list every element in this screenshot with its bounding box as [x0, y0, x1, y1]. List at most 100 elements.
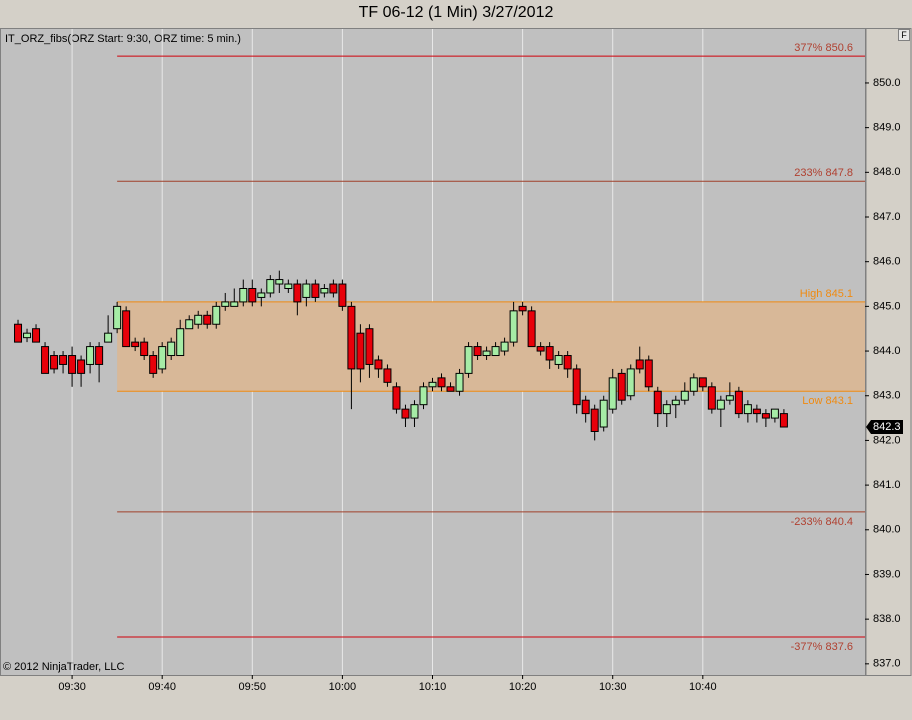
candle-body [464, 346, 473, 374]
level-label: High 845.1 [800, 288, 853, 300]
candle-body [779, 413, 788, 428]
candle-body [257, 292, 266, 298]
candle-body [95, 346, 104, 365]
candle-body [761, 413, 770, 419]
candle-body [23, 332, 32, 339]
y-tick-label: 840.0 [873, 524, 901, 536]
y-tick-label: 850.0 [873, 77, 901, 89]
candle-body [32, 328, 41, 343]
candle-body [590, 408, 599, 432]
candle-body [347, 305, 356, 370]
candle-body [491, 346, 500, 357]
y-tick-label: 837.0 [873, 658, 901, 670]
y-tick-label: 839.0 [873, 568, 901, 580]
candle-body [599, 399, 608, 428]
candle-body [185, 319, 194, 330]
candle-body [635, 359, 644, 370]
candle-body [239, 287, 248, 303]
candle-body [59, 355, 68, 365]
candle-body [401, 408, 410, 419]
candle-body [311, 283, 320, 298]
level-label: -233% 840.4 [791, 516, 853, 528]
chart-title: TF 06-12 (1 Min) 3/27/2012 [359, 4, 554, 21]
candle-body [383, 368, 392, 383]
candle-body [743, 404, 752, 415]
candle-body [410, 404, 419, 419]
candle-body [158, 346, 167, 370]
x-tick-label: 10:20 [509, 681, 537, 693]
candle-body [41, 346, 50, 374]
candle-body [455, 372, 464, 392]
panel-button[interactable] [898, 29, 910, 41]
candle-body [86, 346, 95, 365]
candle-body [230, 301, 239, 307]
candle-body [428, 381, 437, 388]
candle-body [698, 377, 707, 388]
y-tick-label: 842.0 [873, 434, 901, 446]
candle-body [482, 350, 491, 357]
candle-body [500, 341, 509, 352]
x-tick-label: 09:30 [58, 681, 86, 693]
x-tick-label: 10:00 [329, 681, 357, 693]
level-label: 377% 850.6 [794, 42, 853, 54]
candle-body [626, 368, 635, 397]
candle-body [302, 283, 311, 298]
candle-body [122, 310, 131, 348]
candle-body [725, 395, 734, 401]
candle-body [266, 279, 275, 294]
candle-body [212, 305, 221, 325]
y-tick-label: 848.0 [873, 166, 901, 178]
y-tick-label: 845.0 [873, 300, 901, 312]
candle-body [365, 328, 374, 365]
candle-body [392, 386, 401, 410]
indicator-label: IT_ORZ_fibs(ORZ Start: 9:30, ORZ time: 5… [5, 33, 241, 45]
candle-body [689, 377, 698, 392]
candle-body [527, 310, 536, 348]
y-tick-label: 849.0 [873, 122, 901, 134]
candle-body [554, 355, 563, 365]
y-tick-label: 847.0 [873, 211, 901, 223]
last-price-label: 842.3 [873, 421, 901, 433]
x-tick-label: 10:10 [419, 681, 447, 693]
candle-body [608, 377, 617, 410]
y-tick-label: 841.0 [873, 479, 901, 491]
candle-body [653, 390, 662, 415]
candle-body [716, 399, 725, 410]
candle-body [149, 355, 158, 374]
candle-body [176, 328, 185, 357]
candle-body [437, 377, 446, 388]
candle-body [563, 355, 572, 370]
candle-body [293, 283, 302, 303]
y-tick-label: 843.0 [873, 390, 901, 402]
y-tick-label: 838.0 [873, 613, 901, 625]
candle-body [203, 314, 212, 325]
candle-body [104, 332, 113, 343]
candle-body [356, 332, 365, 370]
candle-body [545, 346, 554, 361]
candle-body [374, 359, 383, 370]
candle-body [617, 372, 626, 401]
x-tick-label: 09:50 [239, 681, 267, 693]
candle-body [419, 386, 428, 406]
candle-body [77, 359, 86, 374]
opening-range-zone [117, 301, 865, 392]
candle-body [248, 287, 257, 303]
candle-body [320, 287, 329, 294]
candle-body [167, 341, 176, 357]
candle-body [284, 283, 293, 289]
panel-button-label[interactable]: F [901, 30, 907, 40]
candle-body [113, 305, 122, 330]
candle-body [446, 386, 455, 392]
candle-body [329, 283, 338, 294]
y-tick-label: 846.0 [873, 256, 901, 268]
last-price-marker [866, 420, 903, 435]
candle-body [338, 283, 347, 307]
candle-body [572, 368, 581, 406]
y-axis-area [865, 28, 912, 676]
candle-body [752, 408, 761, 415]
copyright: © 2012 NinjaTrader, LLC [3, 661, 124, 673]
candle-body [662, 404, 671, 415]
candle-body [707, 386, 716, 410]
